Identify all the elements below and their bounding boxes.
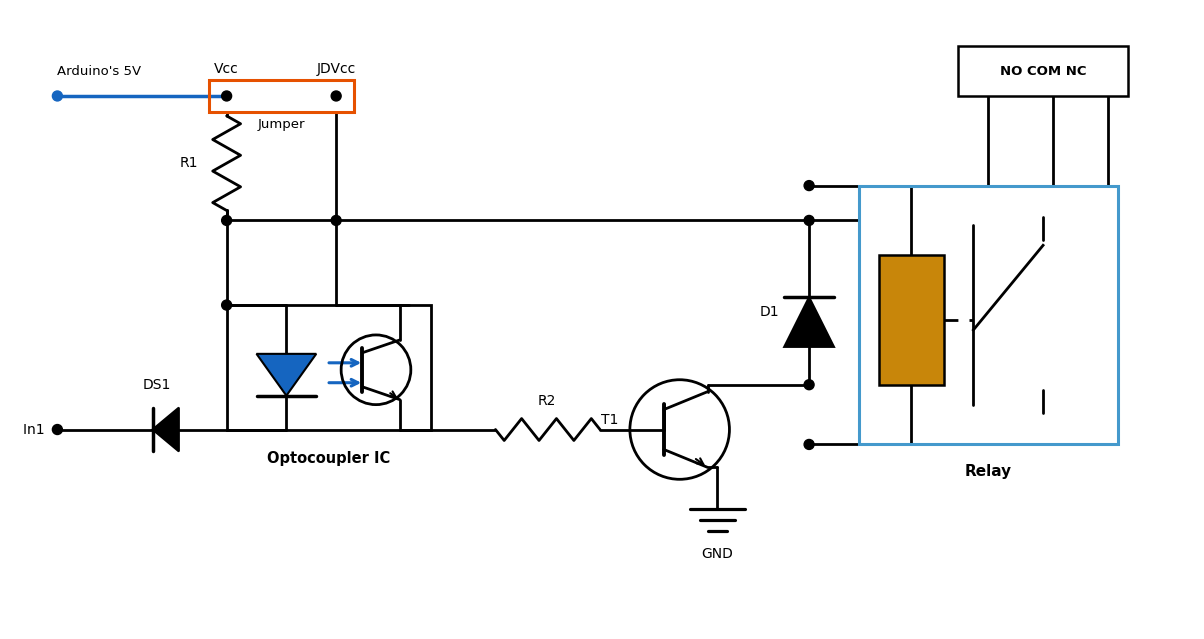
Circle shape [222, 91, 231, 101]
Text: Arduino's 5V: Arduino's 5V [58, 65, 142, 78]
Text: R1: R1 [179, 156, 197, 170]
Text: In1: In1 [23, 422, 49, 436]
Text: T1: T1 [601, 413, 619, 427]
Text: R2: R2 [538, 394, 556, 408]
Text: Vcc: Vcc [214, 62, 240, 76]
Bar [879, 255, 944, 385]
Text: Optocoupler IC: Optocoupler IC [266, 451, 390, 466]
Text: NO COM NC: NO COM NC [999, 65, 1086, 77]
Bar [208, 80, 354, 112]
Polygon shape [256, 354, 317, 396]
Polygon shape [784, 297, 834, 347]
Text: Jumper: Jumper [258, 118, 305, 131]
Text: JDVcc: JDVcc [317, 62, 356, 76]
Circle shape [222, 300, 231, 310]
Bar [958, 46, 1128, 96]
Circle shape [222, 215, 231, 226]
Circle shape [804, 181, 814, 190]
Text: DS1: DS1 [143, 378, 171, 392]
Text: D1: D1 [760, 305, 779, 319]
Bar [858, 185, 1117, 445]
Text: Relay: Relay [964, 465, 1011, 479]
Text: GND: GND [702, 547, 733, 561]
Polygon shape [153, 408, 179, 451]
Bar [226, 305, 431, 429]
Circle shape [331, 91, 341, 101]
Circle shape [804, 380, 814, 390]
Circle shape [53, 91, 63, 101]
Circle shape [804, 440, 814, 449]
Circle shape [331, 215, 341, 226]
Circle shape [53, 424, 63, 435]
Circle shape [804, 215, 814, 226]
